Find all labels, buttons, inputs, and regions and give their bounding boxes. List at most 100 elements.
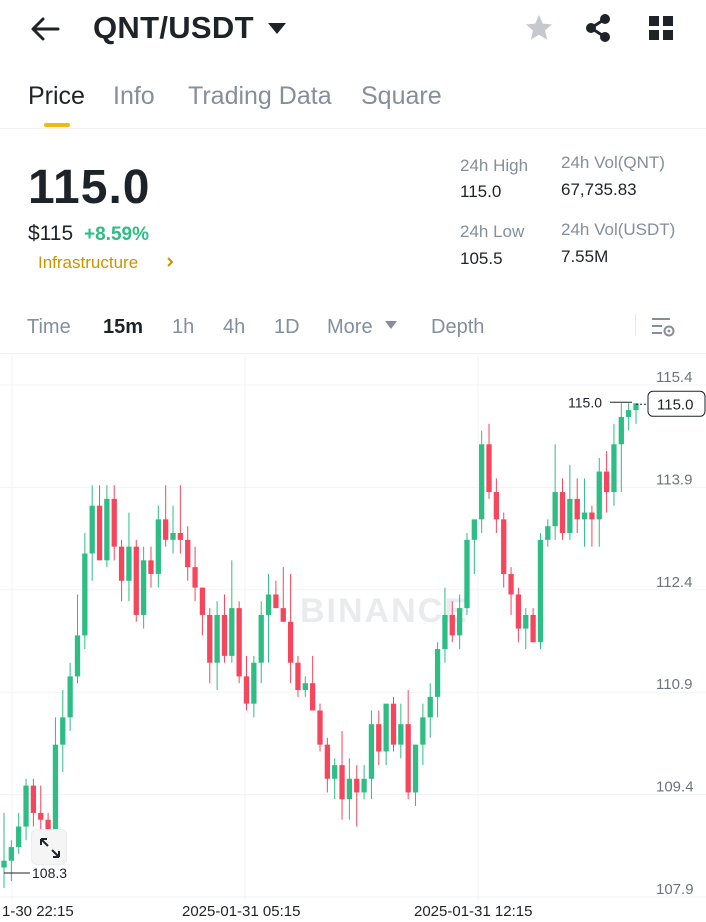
- chart-settings-icon[interactable]: [650, 314, 676, 340]
- candle: [493, 478, 500, 534]
- price-axis-label: 110.9: [656, 676, 692, 693]
- time-axis-label: 1-30 22:15: [2, 903, 74, 920]
- candle-body: [163, 519, 169, 540]
- tab-square[interactable]: Square: [361, 82, 442, 110]
- main-tabs: Price Info Trading Data Square: [0, 78, 706, 130]
- candle-body: [96, 505, 103, 561]
- caret-down-icon[interactable]: [266, 20, 288, 36]
- candle: [383, 703, 389, 766]
- interval-1d[interactable]: 1D: [274, 316, 300, 338]
- candle: [111, 485, 117, 561]
- candle: [398, 703, 404, 759]
- vol-quote-value: 7.55M: [561, 247, 609, 266]
- price-axis-label: 113.9: [656, 471, 692, 488]
- candle: [611, 423, 617, 506]
- candle-body: [192, 567, 198, 588]
- sector-tag[interactable]: Infrastructure: [38, 253, 139, 272]
- back-arrow-icon[interactable]: [28, 12, 62, 46]
- candle: [412, 744, 419, 807]
- candle-body: [559, 492, 566, 534]
- interval-1h[interactable]: 1h: [172, 316, 195, 338]
- candle-body: [140, 560, 147, 615]
- candle: [30, 778, 37, 827]
- tab-trading-data[interactable]: Trading Data: [188, 82, 332, 110]
- low-marker-label: 108.3: [32, 865, 67, 881]
- candle-body: [589, 512, 595, 520]
- interval-15m[interactable]: 15m: [103, 316, 144, 338]
- candle-body: [273, 594, 279, 609]
- candle-body: [310, 683, 316, 711]
- candle: [574, 478, 580, 534]
- candle-body: [221, 614, 228, 656]
- candle-body: [229, 608, 235, 656]
- candle: [376, 710, 382, 766]
- divider: [0, 353, 706, 354]
- candle: [523, 608, 529, 650]
- candle: [8, 840, 14, 882]
- expand-chart-button[interactable]: [31, 829, 67, 865]
- candle-body: [574, 498, 580, 520]
- candle-body: [611, 444, 617, 493]
- candle: [16, 812, 22, 854]
- candle-body: [280, 608, 286, 622]
- candle: [626, 403, 632, 431]
- candle-body: [1, 860, 7, 868]
- candle: [530, 608, 536, 643]
- top-bar: QNT/USDT: [0, 0, 706, 60]
- candle: [89, 485, 95, 581]
- interval-more[interactable]: More: [327, 316, 373, 338]
- candle-body: [60, 717, 66, 745]
- candle: [221, 594, 228, 663]
- candle-body: [346, 778, 353, 800]
- candle: [559, 478, 566, 540]
- candle-body: [185, 539, 191, 568]
- candle-body: [104, 498, 110, 561]
- candle-body: [170, 533, 176, 540]
- candle: [67, 662, 73, 731]
- candle: [310, 655, 316, 711]
- candle-body: [486, 444, 492, 493]
- candle: [464, 533, 470, 615]
- candle-body: [295, 662, 301, 691]
- candle: [243, 655, 250, 711]
- star-icon[interactable]: [523, 12, 555, 44]
- candle: [427, 683, 433, 738]
- tab-price[interactable]: Price: [28, 82, 85, 110]
- candle: [390, 696, 397, 752]
- interval-time[interactable]: Time: [27, 316, 71, 338]
- candle-body: [126, 546, 132, 581]
- tab-info[interactable]: Info: [113, 82, 155, 110]
- candle: [368, 710, 375, 800]
- candle: [265, 573, 272, 663]
- chevron-right-icon[interactable]: [164, 254, 176, 270]
- candle-body: [243, 676, 250, 704]
- trading-pair-title[interactable]: QNT/USDT: [93, 10, 254, 45]
- candlestick-chart[interactable]: BINANCE 115.4113.9112.4110.9109.4107.911…: [0, 354, 706, 922]
- candle: [633, 403, 639, 424]
- candle-body: [133, 546, 139, 615]
- candle: [185, 526, 191, 581]
- candle-body: [354, 778, 360, 793]
- depth-tab[interactable]: Depth: [431, 316, 485, 338]
- price-change-percent: +8.59%: [84, 224, 149, 245]
- candle-body: [567, 498, 573, 534]
- candle: [148, 546, 154, 588]
- interval-4h[interactable]: 4h: [223, 316, 246, 338]
- candle-body: [258, 614, 264, 663]
- candle-body: [552, 492, 558, 527]
- candle: [405, 690, 411, 800]
- candle-body: [67, 676, 73, 718]
- candle: [155, 505, 161, 588]
- candle-body: [523, 614, 529, 629]
- grid-icon[interactable]: [647, 14, 675, 42]
- divider: [635, 314, 636, 336]
- candle-body: [633, 403, 639, 411]
- candle-body: [398, 724, 404, 745]
- candle: [515, 587, 522, 643]
- candle-body: [118, 546, 125, 581]
- share-icon[interactable]: [582, 12, 614, 44]
- candle: [295, 655, 301, 697]
- candle: [456, 594, 463, 650]
- candle: [177, 485, 184, 554]
- caret-down-icon[interactable]: [384, 320, 398, 330]
